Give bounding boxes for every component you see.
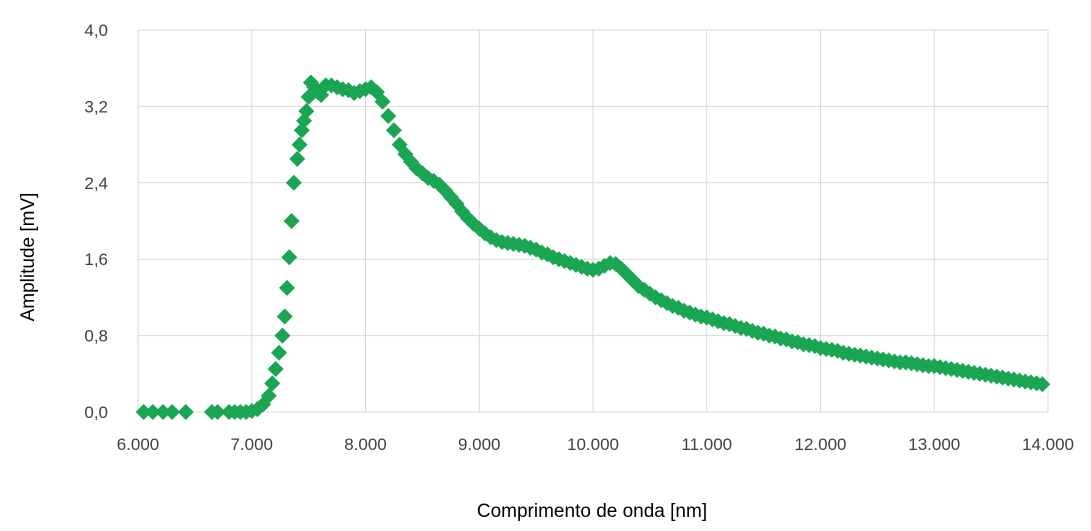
- data-point: [264, 375, 281, 392]
- y-axis-title: Amplitude [mV]: [18, 193, 39, 322]
- data-point: [144, 404, 161, 420]
- x-tick-label: 11.000: [681, 435, 732, 454]
- data-point: [177, 404, 194, 420]
- x-tick-label: 7.000: [230, 435, 273, 454]
- x-tick-label: 14.000: [1022, 435, 1074, 454]
- x-tick-label: 9.000: [458, 435, 501, 454]
- y-tick-label: 0,8: [84, 327, 108, 346]
- data-point: [298, 103, 315, 120]
- data-point: [267, 361, 284, 378]
- data-point: [289, 150, 306, 167]
- data-point: [276, 308, 293, 325]
- x-tick-label: 12.000: [795, 435, 847, 454]
- y-tick-label: 3,2: [84, 97, 108, 116]
- data-point: [271, 344, 288, 361]
- data-point: [291, 136, 308, 153]
- data-point: [1034, 376, 1051, 393]
- x-tick-label: 8.000: [344, 435, 387, 454]
- y-tick-label: 4,0: [84, 21, 108, 40]
- data-point: [374, 93, 391, 110]
- x-tick-label: 10.000: [567, 435, 619, 454]
- data-point: [155, 404, 172, 420]
- x-tick-label: 6.000: [117, 435, 160, 454]
- data-point: [285, 174, 302, 191]
- x-tick-label: 13.000: [908, 435, 960, 454]
- y-tick-label: 2,4: [84, 174, 108, 193]
- data-point: [209, 404, 226, 420]
- data-point: [279, 279, 296, 296]
- data-point: [164, 404, 181, 420]
- data-point: [281, 249, 298, 266]
- x-tick-labels: 6.000 7.000 8.000 9.000 10.000 11.000 12.000 13…: [117, 435, 1074, 454]
- data-point: [283, 213, 300, 229]
- y-tick-labels: 0,0 0,8 1,6 2,4 3,2 4,0: [84, 21, 108, 422]
- data-point: [260, 387, 277, 404]
- data-points: [135, 74, 1051, 420]
- x-axis-title: Comprimento de onda [nm]: [477, 501, 707, 522]
- y-tick-label: 0,0: [84, 403, 108, 422]
- data-point: [274, 327, 291, 344]
- data-point: [385, 122, 402, 139]
- data-point: [380, 107, 397, 124]
- data-point: [135, 404, 152, 420]
- y-tick-label: 1,6: [84, 250, 108, 269]
